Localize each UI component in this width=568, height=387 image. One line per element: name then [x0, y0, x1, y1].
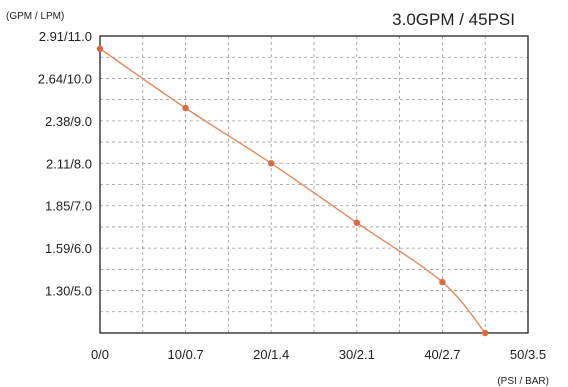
x-tick-label: 0/0	[91, 347, 109, 362]
y-tick-label: 2.11/8.0	[46, 156, 92, 171]
y-tick-label: 1.85/7.0	[45, 199, 92, 214]
y-tick-label: 2.64/10.0	[38, 71, 92, 86]
data-point	[182, 104, 189, 112]
data-markers	[96, 45, 489, 337]
y-tick-label: 1.30/5.0	[45, 284, 92, 299]
y-tick-label: 1.59/6.0	[45, 241, 92, 256]
x-tick-label: 10/0.7	[168, 347, 204, 362]
y-tick-label: 2.38/9.0	[45, 114, 92, 129]
plot-frame	[99, 35, 529, 334]
grid	[100, 36, 528, 333]
data-point	[353, 219, 360, 226]
x-axis-unit-label: (PSI / BAR)	[497, 376, 549, 387]
x-tick-label: 20/1.4	[253, 347, 289, 362]
x-tick-label: 50/3.5	[510, 347, 546, 362]
data-point	[482, 329, 489, 337]
chart-title: 3.0GPM / 45PSI	[392, 10, 515, 29]
data-point	[96, 45, 104, 52]
x-tick-label: 30/2.1	[339, 347, 375, 362]
y-tick-label: 2.91/11.0	[39, 29, 92, 44]
x-axis-ticks: 0/0 10/0.7 20/1.4 30/2.1 40/2.7 50/3.5	[91, 347, 546, 362]
data-point	[439, 278, 446, 286]
data-point	[268, 160, 275, 167]
x-tick-label: 40/2.7	[424, 347, 460, 362]
y-axis-ticks: 1.30/5.0 1.59/6.0 1.85/7.0 2.11/8.0 2.38/9.0…	[38, 29, 92, 299]
y-axis-unit-label: (GPM / LPM)	[6, 11, 64, 22]
